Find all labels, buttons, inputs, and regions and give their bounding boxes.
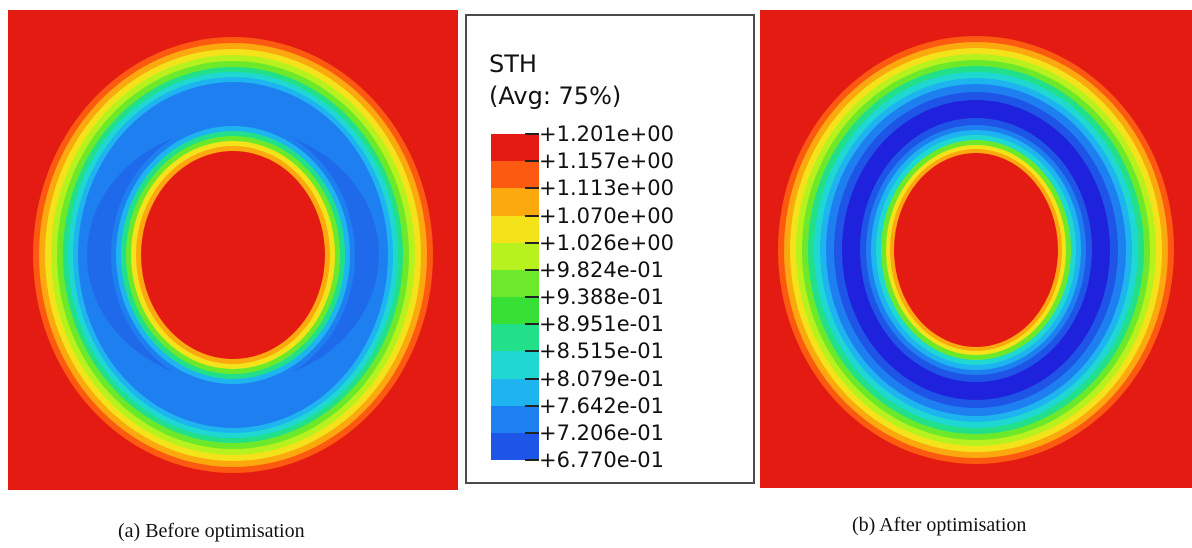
legend-swatch [491,269,539,298]
legend-variable: STH [489,50,537,78]
legend-swatch [491,324,539,352]
legend-level-label: +8.079e-01 [539,366,664,391]
legend-color-bar [491,134,539,461]
legend-swatch [491,432,539,461]
legend-level-label: +9.388e-01 [539,285,664,309]
legend-level-label: +1.026e+00 [539,230,674,255]
legend-swatch [491,351,539,379]
legend-level-label: +1.201e+00 [539,122,674,146]
legend-swatch [491,405,539,434]
legend-tick [525,160,539,163]
legend-swatch [491,161,539,189]
caption-after: (b) After optimisation [852,514,1027,536]
legend-tick [525,133,539,135]
contour-plot-after [760,10,1192,488]
legend-tick [525,431,539,434]
legend-tick [525,350,539,353]
contour-plot-before [8,10,458,490]
legend-swatch [491,242,539,271]
legend-level-label: +8.515e-01 [539,339,664,364]
legend-tick [525,268,539,271]
legend-tick [525,404,539,407]
legend-swatch [491,378,539,407]
legend-tick [525,241,539,244]
legend-swatch [491,134,539,162]
legend-tick [525,296,539,298]
legend-level-label: +8.951e-01 [539,312,664,337]
legend-tick [525,377,539,380]
legend-level-label: +7.206e-01 [539,420,664,445]
legend-level-label: +1.070e+00 [539,203,674,228]
legend-level-label: +6.770e-01 [539,448,664,472]
legend-level-label: +1.113e+00 [539,176,674,201]
legend-swatch [491,215,539,244]
legend-tick [525,187,539,190]
legend-tick [525,323,539,326]
legend-averaging: (Avg: 75%) [489,82,622,110]
legend-tick [525,214,539,217]
legend: STH (Avg: 75%) +1.201e+00 +1.157e+00 +1.11… [465,14,755,484]
legend-swatch [491,188,539,216]
legend-level-label: +1.157e+00 [539,149,674,174]
legend-level-label: +7.642e-01 [539,393,664,418]
caption-before: (a) Before optimisation [118,520,305,542]
legend-swatch [491,297,539,325]
legend-level-label: +9.824e-01 [539,257,664,282]
legend-tick [525,459,539,461]
